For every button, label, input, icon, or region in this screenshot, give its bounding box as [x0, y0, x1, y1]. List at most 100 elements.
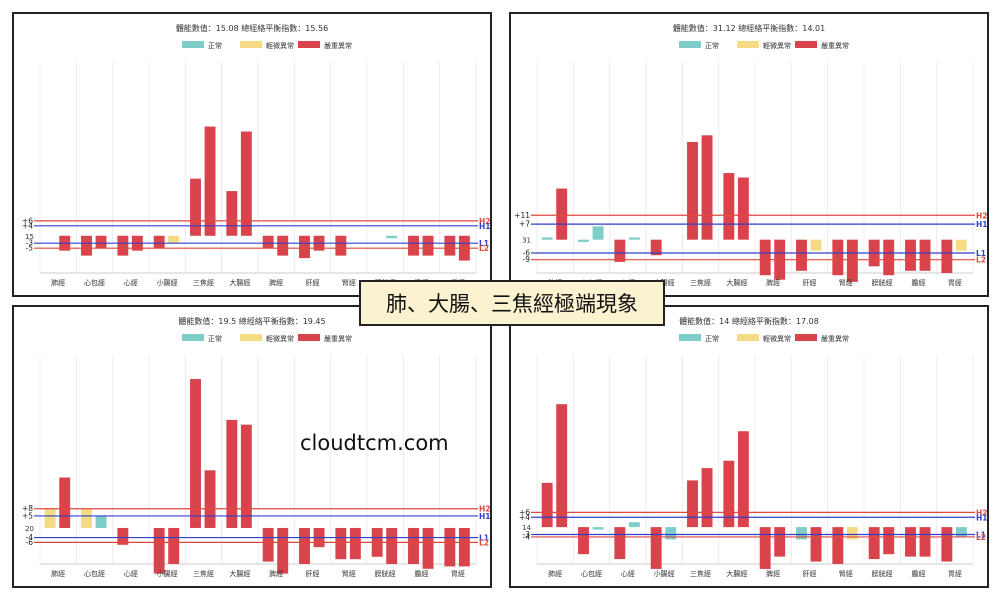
- chart-svg: 體能數值：14 總經絡平衡指數：17.08 正常 輕微異常 嚴重異常 14 肺經 心包經 心經…: [519, 316, 987, 578]
- threshold-tag: H2: [479, 505, 490, 514]
- bar: [665, 527, 677, 540]
- category-label: 大腸經: [726, 278, 747, 287]
- baseline-label: 31: [522, 237, 531, 245]
- category-label: 膽經: [912, 569, 926, 578]
- threshold-label: -5: [26, 244, 34, 253]
- overlay-title-text: 肺、大腸、三焦經極端現象: [386, 292, 638, 316]
- bar: [723, 460, 735, 528]
- overlay-title-box: 肺、大腸、三焦經極端現象: [359, 280, 665, 326]
- bar: [832, 239, 844, 276]
- bar: [737, 177, 749, 240]
- legend-label: 嚴重異常: [324, 41, 352, 50]
- category-label: 心經: [621, 569, 635, 578]
- category-label: 肺經: [548, 569, 562, 578]
- category-label: 肝經: [803, 278, 817, 287]
- category-label: 膽經: [912, 278, 926, 287]
- bar: [774, 527, 786, 557]
- bar: [592, 527, 604, 530]
- threshold-label: -9: [523, 255, 531, 264]
- bar: [614, 239, 626, 262]
- category-label: 胃經: [451, 569, 465, 578]
- legend-label: 輕微異常: [266, 41, 294, 50]
- bar: [578, 239, 589, 242]
- bar: [955, 527, 967, 537]
- legend-label: 輕微異常: [266, 334, 294, 343]
- bar: [168, 235, 180, 244]
- category-label: 腎經: [342, 278, 356, 287]
- legend-swatch: [240, 334, 262, 341]
- bar: [458, 527, 470, 567]
- bar: [556, 188, 568, 240]
- bar: [737, 431, 749, 528]
- category-label: 小腸經: [157, 278, 178, 287]
- bar: [592, 226, 604, 240]
- bar: [905, 239, 916, 271]
- chart-title: 體能數值：14 總經絡平衡指數：17.08: [679, 316, 819, 326]
- bar: [868, 527, 880, 560]
- bar: [95, 235, 107, 249]
- bar: [81, 508, 92, 528]
- bar: [59, 477, 71, 528]
- chart-title: 體能數值：15.08 總經絡平衡指數：15.56: [176, 23, 328, 33]
- bar: [422, 527, 434, 569]
- legend-label: 正常: [705, 41, 719, 50]
- bar: [650, 527, 662, 569]
- bar: [919, 527, 931, 557]
- chart-panel-bottom-left: 體能數值：19.5 總經絡平衡指數：19.45 正常 輕微異常 嚴重異常 20 肺經 心包經…: [12, 305, 492, 588]
- bar: [262, 527, 274, 562]
- legend-swatch: [679, 334, 701, 341]
- bar: [408, 235, 419, 256]
- category-label: 腎經: [839, 278, 853, 287]
- legend-swatch: [182, 334, 204, 341]
- category-label: 心包經: [84, 569, 105, 578]
- bar: [796, 527, 807, 540]
- category-label: 三焦經: [690, 278, 711, 287]
- legend-label: 正常: [208, 334, 222, 343]
- threshold-tag: H1: [479, 512, 490, 521]
- bar: [240, 424, 252, 528]
- threshold-label: -6: [523, 249, 531, 258]
- bar: [955, 239, 967, 251]
- category-label: 膽經: [415, 569, 429, 578]
- bar: [117, 527, 129, 545]
- category-label: 大腸經: [726, 569, 747, 578]
- bar: [168, 527, 180, 564]
- legend-label: 嚴重異常: [821, 334, 849, 343]
- threshold-tag: L1: [976, 530, 986, 539]
- bar: [810, 239, 822, 251]
- legend-swatch: [298, 41, 320, 48]
- bar: [701, 135, 713, 240]
- bar: [240, 131, 252, 236]
- bar: [262, 235, 274, 249]
- legend-swatch: [737, 334, 759, 341]
- watermark-text: cloudtcm.com: [300, 431, 449, 455]
- bar: [226, 191, 238, 236]
- chart-svg: 體能數值：15.08 總經絡平衡指數：15.56 正常 輕微異常 嚴重異常 15 肺經 心包…: [22, 23, 490, 287]
- legend-swatch: [240, 41, 262, 48]
- bar: [386, 527, 398, 564]
- category-label: 肝經: [803, 569, 817, 578]
- baseline-label: 20: [25, 525, 34, 533]
- threshold-tag: H1: [976, 220, 987, 229]
- bar: [832, 527, 844, 564]
- bar: [941, 527, 953, 562]
- threshold-label: +4: [519, 513, 530, 522]
- threshold-tag: H2: [976, 211, 987, 220]
- bar: [153, 527, 165, 574]
- bar: [628, 237, 640, 240]
- bar: [846, 239, 858, 282]
- category-label: 膀胱經: [375, 569, 396, 578]
- category-label: 脾經: [766, 569, 780, 578]
- bar: [701, 468, 713, 528]
- category-label: 胃經: [948, 278, 962, 287]
- threshold-tag: L1: [479, 239, 489, 248]
- chart-panel-top-right: 體能數值：31.12 總經絡平衡指數：14.01正常輕微異常嚴重異常31肺經心包…: [509, 12, 989, 297]
- bar: [810, 527, 822, 562]
- threshold-tag: L1: [479, 534, 489, 543]
- bar: [299, 235, 310, 259]
- bar: [444, 235, 456, 256]
- threshold-label: +4: [22, 221, 33, 230]
- bar: [541, 482, 553, 528]
- category-label: 小腸經: [654, 569, 675, 578]
- bar: [44, 508, 56, 528]
